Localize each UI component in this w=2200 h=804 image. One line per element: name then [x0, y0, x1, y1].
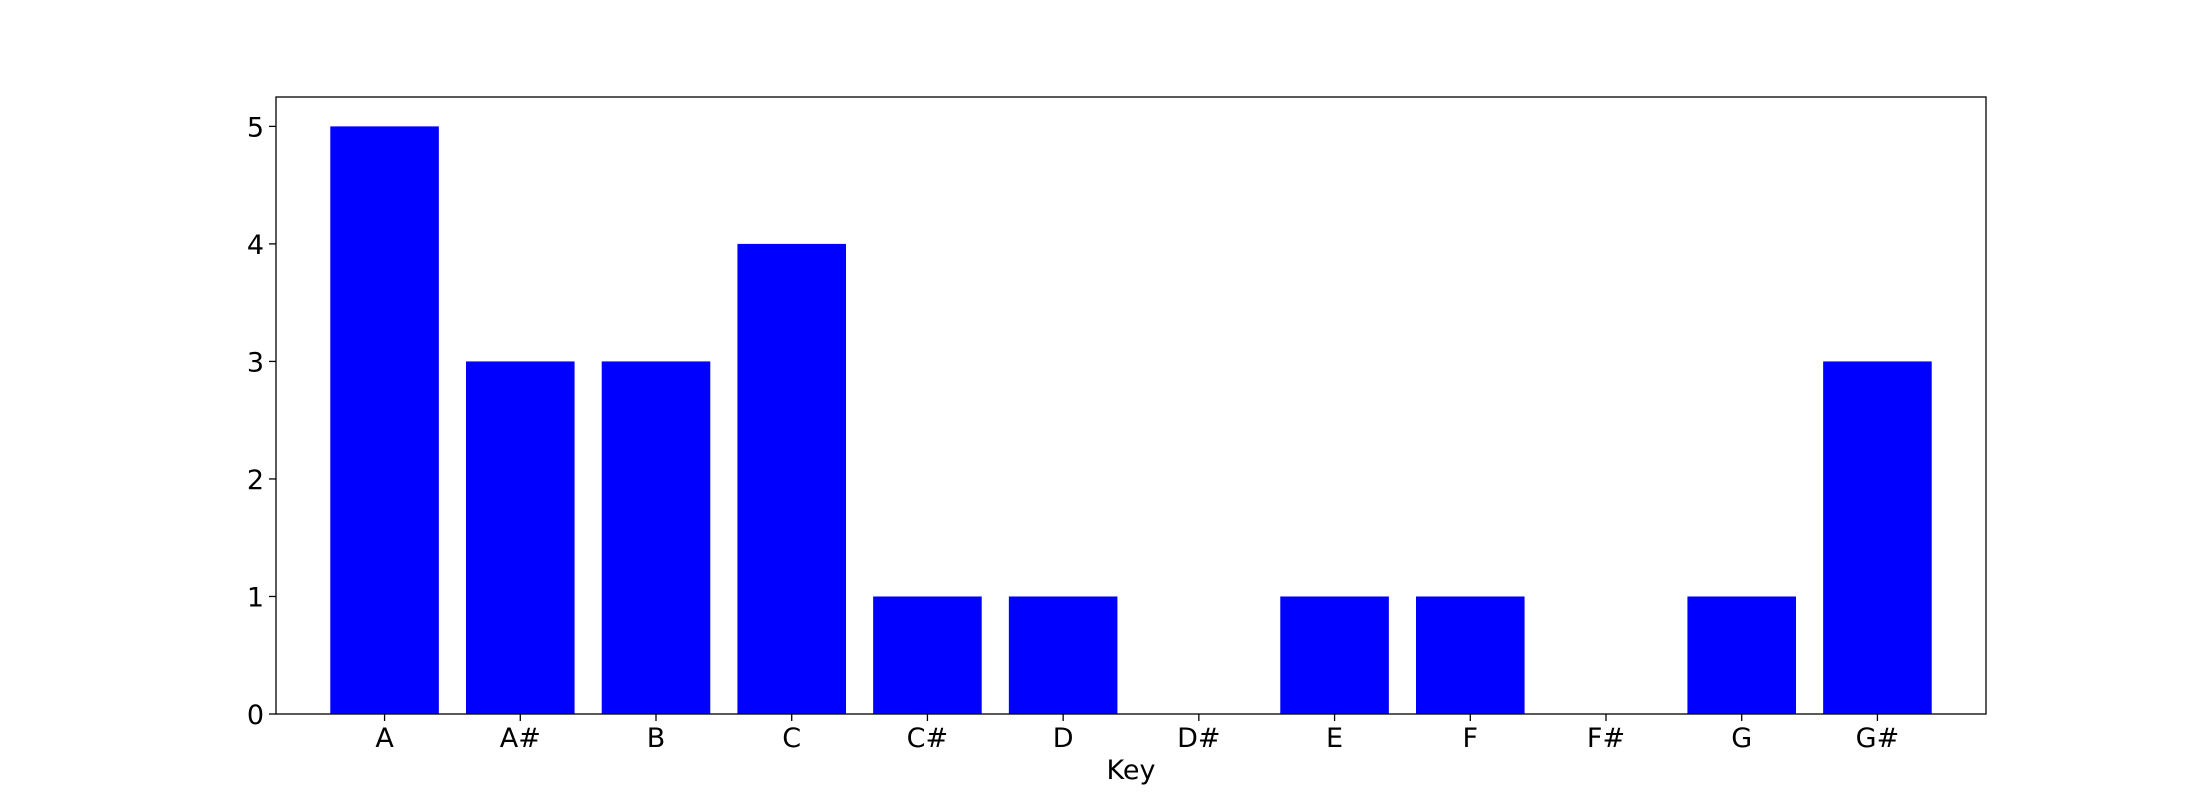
y-tick-label: 1	[247, 582, 264, 613]
x-tick-label: C	[782, 723, 801, 754]
x-axis-label: Key	[1107, 755, 1156, 786]
x-tick-label: F	[1463, 723, 1479, 754]
bar-G#	[1823, 361, 1932, 714]
y-tick-label: 4	[247, 230, 264, 261]
x-tick-label: G#	[1856, 723, 1900, 754]
bar-G	[1687, 596, 1796, 714]
plot-frame	[275, 96, 1987, 715]
x-tick-label: D#	[1177, 723, 1220, 754]
x-tick-label: G	[1731, 723, 1752, 754]
bar-E	[1280, 596, 1389, 714]
y-tick-label: 3	[247, 347, 264, 378]
bars	[330, 126, 1932, 714]
bar-F	[1416, 596, 1525, 714]
y-tick-label: 5	[247, 112, 264, 143]
x-tick-label: F#	[1587, 723, 1625, 754]
bar-A#	[466, 361, 575, 714]
bar-C	[737, 243, 846, 714]
bar-B	[601, 361, 711, 714]
bar-D	[1008, 596, 1118, 714]
x-tick-label: D	[1053, 723, 1074, 754]
x-axis-ticks: A A# B C C# D D# E F F# G G#	[375, 714, 1899, 754]
bar-C#	[873, 596, 982, 714]
x-tick-label: C#	[907, 723, 948, 754]
x-tick-label: B	[647, 723, 666, 754]
x-tick-label: E	[1326, 723, 1343, 754]
x-tick-label: A#	[500, 723, 541, 754]
y-tick-label: 2	[247, 465, 264, 496]
bar-A	[330, 126, 439, 714]
x-tick-label: A	[375, 723, 394, 754]
y-axis-ticks: 0 1 2 3 4 5	[247, 112, 276, 731]
y-tick-label: 0	[247, 700, 264, 731]
